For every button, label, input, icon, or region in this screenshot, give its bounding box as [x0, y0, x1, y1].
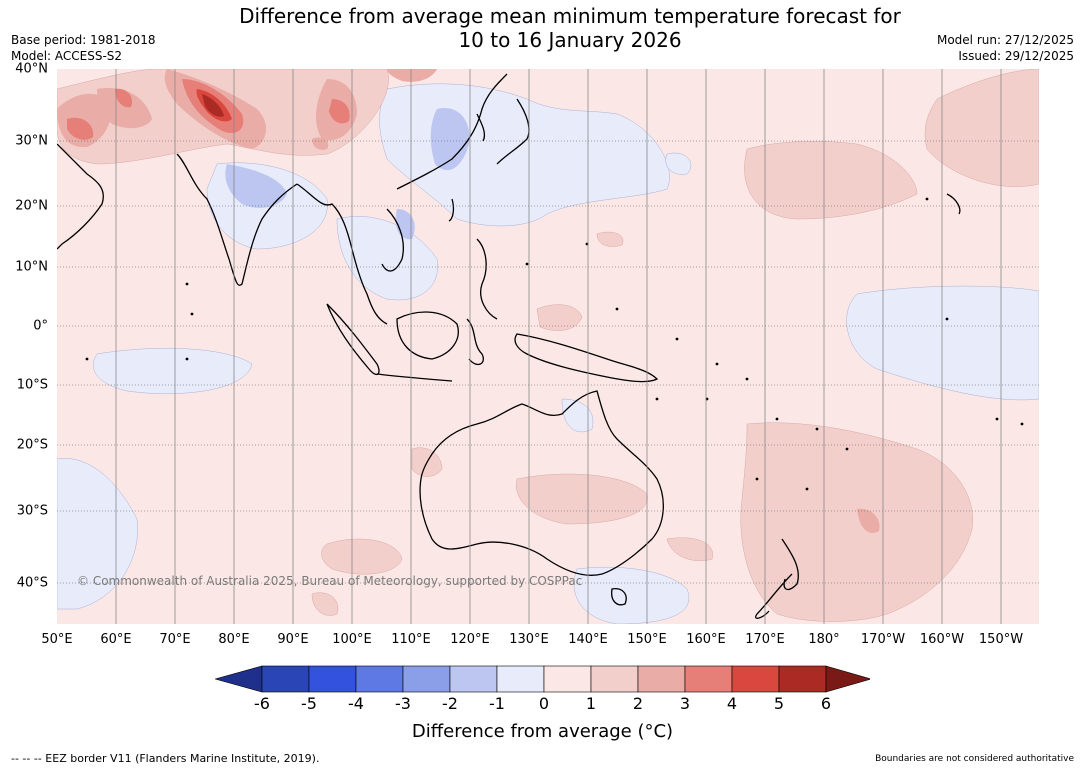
- longitude-label: 160°W: [919, 632, 965, 647]
- longitude-label: 60°E: [100, 632, 132, 647]
- colorbar-tick-label: 2: [632, 694, 644, 713]
- model-run: Model run: 27/12/2025: [936, 33, 1074, 47]
- colorbar-tick-label: 0: [538, 694, 550, 713]
- coastlines: [57, 73, 961, 619]
- colorbar: [215, 665, 870, 693]
- longitude-label: 170°E: [745, 632, 785, 647]
- longitude-label: 90°E: [277, 632, 309, 647]
- colorbar-segment: [355, 665, 404, 693]
- colorbar-segment: [308, 665, 357, 693]
- base-period: Base period: 1981-2018: [11, 33, 156, 47]
- latitude-label: 30°N: [15, 133, 48, 149]
- latitude-label: 0°: [33, 318, 48, 334]
- colorbar-tick-label: -6: [254, 694, 270, 713]
- colorbar-tick-label: 5: [773, 694, 785, 713]
- longitude-label: 140°E: [568, 632, 608, 647]
- longitude-label: 170°W: [860, 632, 906, 647]
- longitude-label: 150°E: [627, 632, 667, 647]
- latitude-label: 40°S: [16, 575, 48, 591]
- colorbar-segment: [778, 665, 827, 693]
- colorbar-segment: [684, 665, 733, 693]
- latitude-label: 20°N: [15, 198, 48, 214]
- meta-right: Model run: 27/12/2025 Issued: 29/12/2025: [937, 32, 1074, 64]
- colorbar-tick-label: -2: [442, 694, 458, 713]
- colorbar-segment: [496, 665, 545, 693]
- colorbar-label: Difference from average (°C): [411, 721, 674, 742]
- colorbar-extend-low: [215, 665, 263, 693]
- islands: [85, 197, 1024, 491]
- meta-left: Base period: 1981-2018 Model: ACCESS-S2: [11, 32, 156, 64]
- eez-note: -- -- -- EEZ border V11 (Flanders Marine…: [11, 752, 320, 765]
- longitude-label: 110°E: [391, 632, 431, 647]
- colorbar-extend-high: [825, 665, 870, 693]
- longitude-label: 50°E: [41, 632, 73, 647]
- longitude-label: 70°E: [159, 632, 191, 647]
- longitude-label: 80°E: [218, 632, 250, 647]
- latitude-label: 30°S: [16, 503, 48, 519]
- colorbar-tick-label: -5: [301, 694, 317, 713]
- longitude-lines: [115, 69, 1002, 624]
- copyright-watermark: © Commonwealth of Australia 2025, Bureau…: [77, 574, 583, 588]
- colorbar-segment: [637, 665, 686, 693]
- colorbar-segment: [402, 665, 451, 693]
- colorbar-segment: [543, 665, 592, 693]
- colorbar-tick-label: -3: [395, 694, 411, 713]
- longitude-label: 100°E: [332, 632, 372, 647]
- issued-date: Issued: 29/12/2025: [958, 49, 1074, 63]
- anomaly-positive-light: [57, 69, 1039, 622]
- anomaly-map: [57, 69, 1039, 624]
- longitude-label: 150°W: [978, 632, 1024, 647]
- colorbar-tick-label: 1: [585, 694, 597, 713]
- anomaly-warm-core: [67, 79, 350, 140]
- colorbar-tick-label: 3: [679, 694, 691, 713]
- title-line-1: Difference from average mean minimum tem…: [239, 4, 901, 28]
- title-line-2: 10 to 16 January 2026: [458, 28, 682, 52]
- longitude-label: 160°E: [686, 632, 726, 647]
- latitude-label: 10°S: [16, 377, 48, 393]
- colorbar-segment: [731, 665, 780, 693]
- model-name: Model: ACCESS-S2: [11, 49, 123, 63]
- colorbar-tick-label: -1: [489, 694, 505, 713]
- latitude-label: 40°N: [15, 61, 48, 77]
- map-title: Difference from average mean minimum tem…: [220, 4, 920, 52]
- boundaries-note: Boundaries are not considered authoritat…: [875, 754, 1074, 764]
- latitude-label: 20°S: [16, 437, 48, 453]
- colorbar-segment: [261, 665, 310, 693]
- colorbar-segment: [590, 665, 639, 693]
- colorbar-segment: [449, 665, 498, 693]
- longitude-label: 130°E: [509, 632, 549, 647]
- colorbar-tick-label: 4: [726, 694, 738, 713]
- colorbar-tick-label: 6: [820, 694, 832, 713]
- longitude-label: 180°: [808, 632, 840, 647]
- latitude-label: 10°N: [15, 259, 48, 275]
- anomaly-negative-medium: [225, 108, 470, 240]
- longitude-label: 120°E: [450, 632, 490, 647]
- colorbar-tick-label: -4: [348, 694, 364, 713]
